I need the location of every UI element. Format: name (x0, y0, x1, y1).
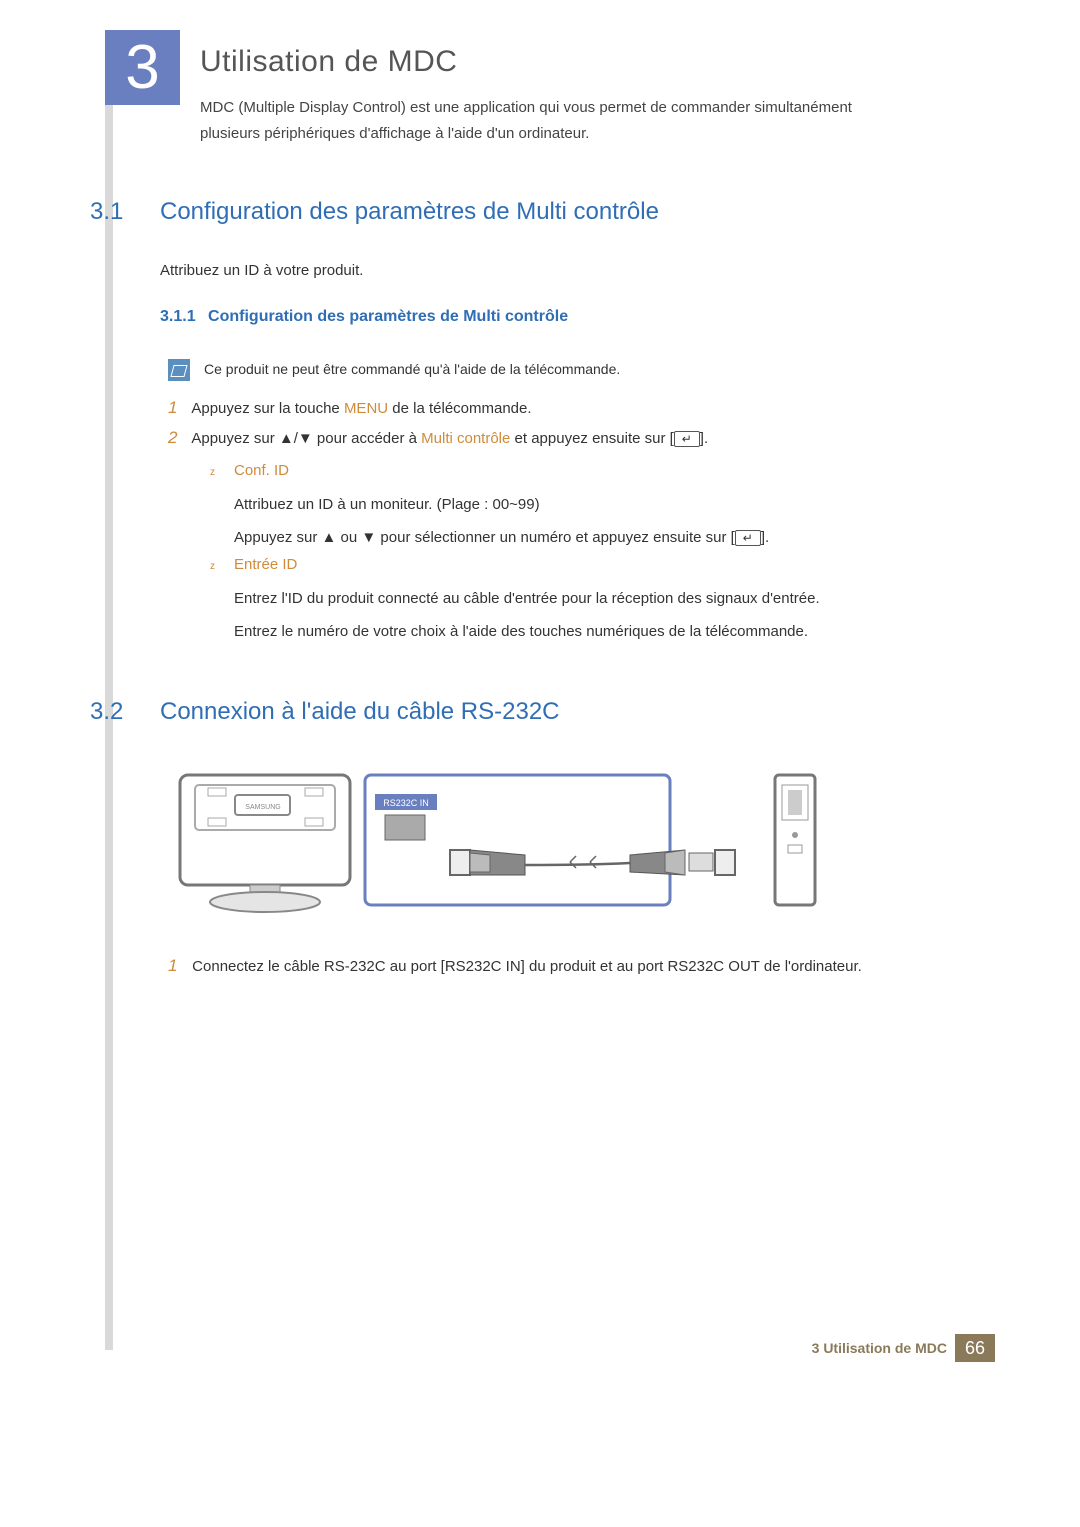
note-text: Ce produit ne peut être commandé qu'à l'… (204, 358, 620, 382)
entree-id-block: zEntrée ID Entrez l'ID du produit connec… (210, 552, 930, 645)
subsection-number: 3.1.1 (160, 308, 196, 325)
bullet-icon: z (210, 558, 234, 575)
step-1: 1 Appuyez sur la touche MENU de la téléc… (168, 394, 928, 423)
conf-id-block: zConf. ID Attribuez un ID à un moniteur.… (210, 458, 930, 551)
section-3-2-step-1: 1 Connectez le câble RS-232C au port [RS… (168, 952, 908, 981)
chapter-number-box: 3 (105, 30, 180, 105)
enter-icon (735, 530, 761, 546)
step-number-1: 1 (168, 394, 188, 423)
step-3-2-text: Connectez le câble RS-232C au port [RS23… (192, 958, 862, 975)
entree-id-label: Entrée ID (234, 556, 297, 573)
footer-chapter-text: 3 Utilisation de MDC (812, 1340, 947, 1356)
note-icon (168, 359, 190, 381)
conf-id-label: Conf. ID (234, 462, 289, 479)
chapter-title: Utilisation de MDC (200, 45, 457, 79)
step-number-2: 2 (168, 424, 188, 453)
section-number-3-2: 3.2 (90, 698, 123, 726)
step-number-1: 1 (168, 952, 188, 981)
entree-id-line1: Entrez l'ID du produit connecté au câble… (234, 586, 930, 612)
step-1-text-post: de la télécommande. (388, 400, 531, 417)
step-2: 2 Appuyez sur ▲/▼ pour accéder à Multi c… (168, 424, 928, 453)
enter-icon (674, 431, 700, 447)
step-2-text-end: ]. (700, 430, 708, 447)
conf-id-line1: Attribuez un ID à un moniteur. (Plage : … (234, 492, 930, 518)
section-title-3-1: Configuration des paramètres de Multi co… (160, 198, 659, 226)
conf-id-line2-pre: Appuyez sur ▲ ou ▼ pour sélectionner un … (234, 529, 735, 546)
step-2-text-post: et appuyez ensuite sur [ (510, 430, 673, 447)
section-3-1-intro: Attribuez un ID à votre produit. (160, 258, 363, 284)
subsection-heading: 3.1.1 Configuration des paramètres de Mu… (160, 308, 568, 326)
step-2-text-pre: Appuyez sur ▲/▼ pour accéder à (191, 430, 421, 447)
subsection-title: Configuration des paramètres de Multi co… (208, 308, 568, 325)
step-1-highlight: MENU (344, 400, 388, 417)
bullet-icon: z (210, 464, 234, 481)
entree-id-line2: Entrez le numéro de votre choix à l'aide… (234, 619, 930, 645)
step-2-highlight: Multi contrôle (421, 430, 510, 447)
section-number-3-1: 3.1 (90, 198, 123, 226)
rs232c-diagram: SAMSUNG RS232C IN (170, 760, 850, 940)
port-label: RS232C IN (383, 798, 429, 808)
note-row: Ce produit ne peut être commandé qu'à l'… (168, 358, 620, 382)
footer: 3 Utilisation de MDC 66 (812, 1334, 995, 1362)
page-number: 66 (955, 1334, 995, 1362)
left-sidebar-rule (105, 30, 113, 1350)
section-title-3-2: Connexion à l'aide du câble RS-232C (160, 698, 560, 726)
svg-text:SAMSUNG: SAMSUNG (245, 804, 280, 811)
step-1-text-pre: Appuyez sur la touche (191, 400, 344, 417)
chapter-intro: MDC (Multiple Display Control) est une a… (200, 95, 900, 146)
conf-id-line2-post: ]. (761, 529, 769, 546)
